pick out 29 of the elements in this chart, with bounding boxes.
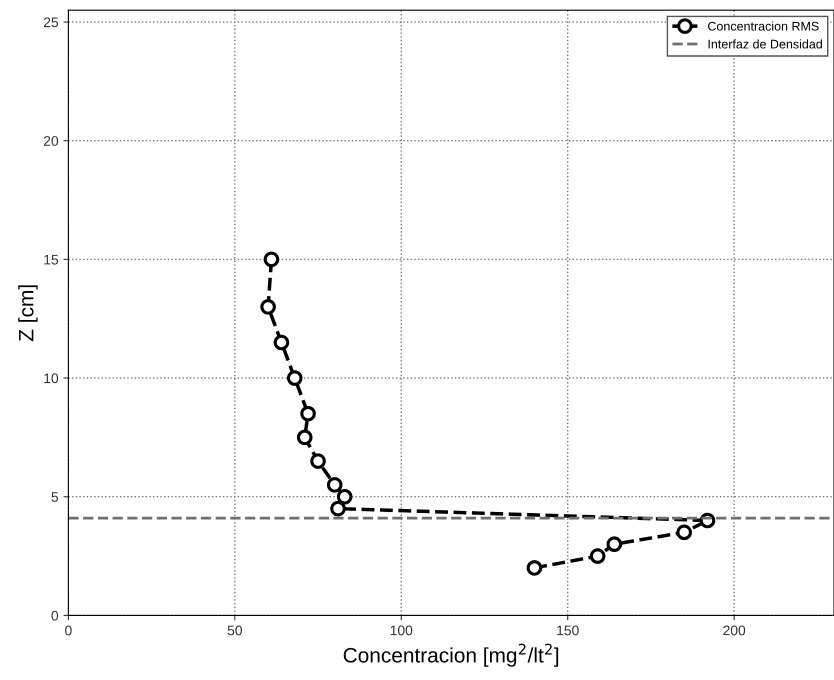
point xyxy=(330,500,346,516)
point xyxy=(590,548,606,564)
x-tick-label: 200 xyxy=(723,625,746,636)
y-tick-label: 10 xyxy=(44,373,58,384)
point xyxy=(300,406,316,422)
point xyxy=(526,560,542,576)
x-tick-label: 150 xyxy=(557,625,579,636)
y-axis-title: Z [cm] xyxy=(18,285,38,342)
x-tick-label: 0 xyxy=(65,625,72,636)
legend-label: Concentracion RMS xyxy=(708,21,819,31)
point xyxy=(264,252,280,268)
point xyxy=(310,453,326,469)
x-axis-title: Concentracion [mg$^{2}$/lt$^{2}$] xyxy=(344,644,558,667)
point xyxy=(606,536,622,552)
x-tick-label: 100 xyxy=(390,625,412,636)
point xyxy=(296,430,313,446)
y-tick-label: 20 xyxy=(44,136,58,146)
point xyxy=(326,477,342,493)
point xyxy=(676,524,692,540)
y-tick-label: 15 xyxy=(44,254,58,265)
point xyxy=(274,334,290,350)
y-tick-label: 5 xyxy=(52,492,58,502)
y-tick-label: 0 xyxy=(51,610,58,621)
legend-label: Interfaz de Densidad xyxy=(708,39,822,49)
point xyxy=(260,299,276,315)
y-tick-label: 25 xyxy=(44,17,58,28)
point xyxy=(286,370,303,386)
point xyxy=(336,488,352,505)
x-tick-label: 50 xyxy=(228,625,242,636)
